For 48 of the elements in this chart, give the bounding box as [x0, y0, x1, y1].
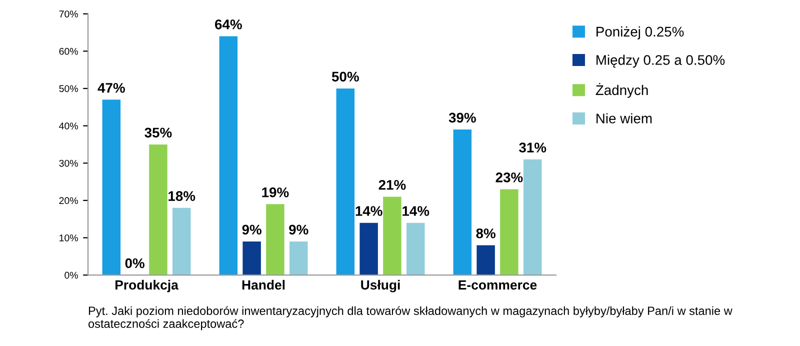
bar — [266, 204, 284, 276]
bar — [476, 245, 495, 276]
bar — [500, 189, 518, 276]
data-label: 0% — [125, 258, 144, 268]
data-label: 14% — [402, 206, 430, 216]
bar — [383, 196, 402, 276]
y-tick-label: 30% — [59, 160, 78, 167]
legend-label: Poniżej 0.25% — [596, 26, 684, 40]
y-tick-label: 60% — [59, 48, 78, 55]
y-tick-label: 10% — [60, 234, 78, 242]
bar — [336, 88, 355, 276]
bar — [219, 36, 238, 276]
legend-label: Między 0.25 a 0.50% — [596, 54, 725, 68]
bar — [149, 144, 168, 276]
y-tick-label: 0% — [64, 272, 78, 279]
data-label: 21% — [378, 180, 406, 190]
y-tick-label: 20% — [59, 197, 78, 204]
data-label: 50% — [332, 72, 359, 82]
data-label: 47% — [98, 82, 125, 93]
data-label: 39% — [448, 112, 476, 123]
data-label: 9% — [242, 224, 262, 235]
bar — [453, 130, 472, 276]
text: Pyt. Jaki poziom niedoborów inwentaryzacyjnych dla towarów składowanych w magazynach byłyby/byłaby Pan/i w stanie w ostateczności zaakceptować? — [88, 306, 732, 330]
bar — [523, 159, 542, 276]
x-tick-label: Produkcja — [115, 280, 178, 292]
data-label: 23% — [496, 172, 523, 182]
x-tick-label: Handel — [242, 280, 285, 290]
y-tick-label: 50% — [59, 85, 78, 92]
bar — [102, 100, 121, 276]
data-label: 31% — [519, 142, 546, 152]
x-tick-label: E-commerce — [458, 280, 537, 290]
data-label: 64% — [215, 19, 242, 30]
data-label: 14% — [356, 206, 382, 216]
legend-label: Nie wiem — [596, 113, 652, 124]
data-label: 35% — [144, 128, 172, 138]
x-tick-label: Usługi — [361, 280, 400, 292]
legend-label: Żadnych — [596, 82, 648, 98]
data-label: 8% — [476, 228, 496, 238]
bar — [360, 222, 378, 276]
bar — [172, 208, 191, 276]
y-tick-label: 40% — [59, 122, 78, 130]
data-label: 18% — [168, 191, 196, 201]
data-label: 9% — [289, 224, 308, 235]
y-tick-label: 70% — [59, 10, 78, 18]
data-label: 19% — [262, 187, 289, 198]
bar — [242, 241, 261, 276]
bar — [289, 241, 308, 276]
bar — [406, 222, 425, 276]
